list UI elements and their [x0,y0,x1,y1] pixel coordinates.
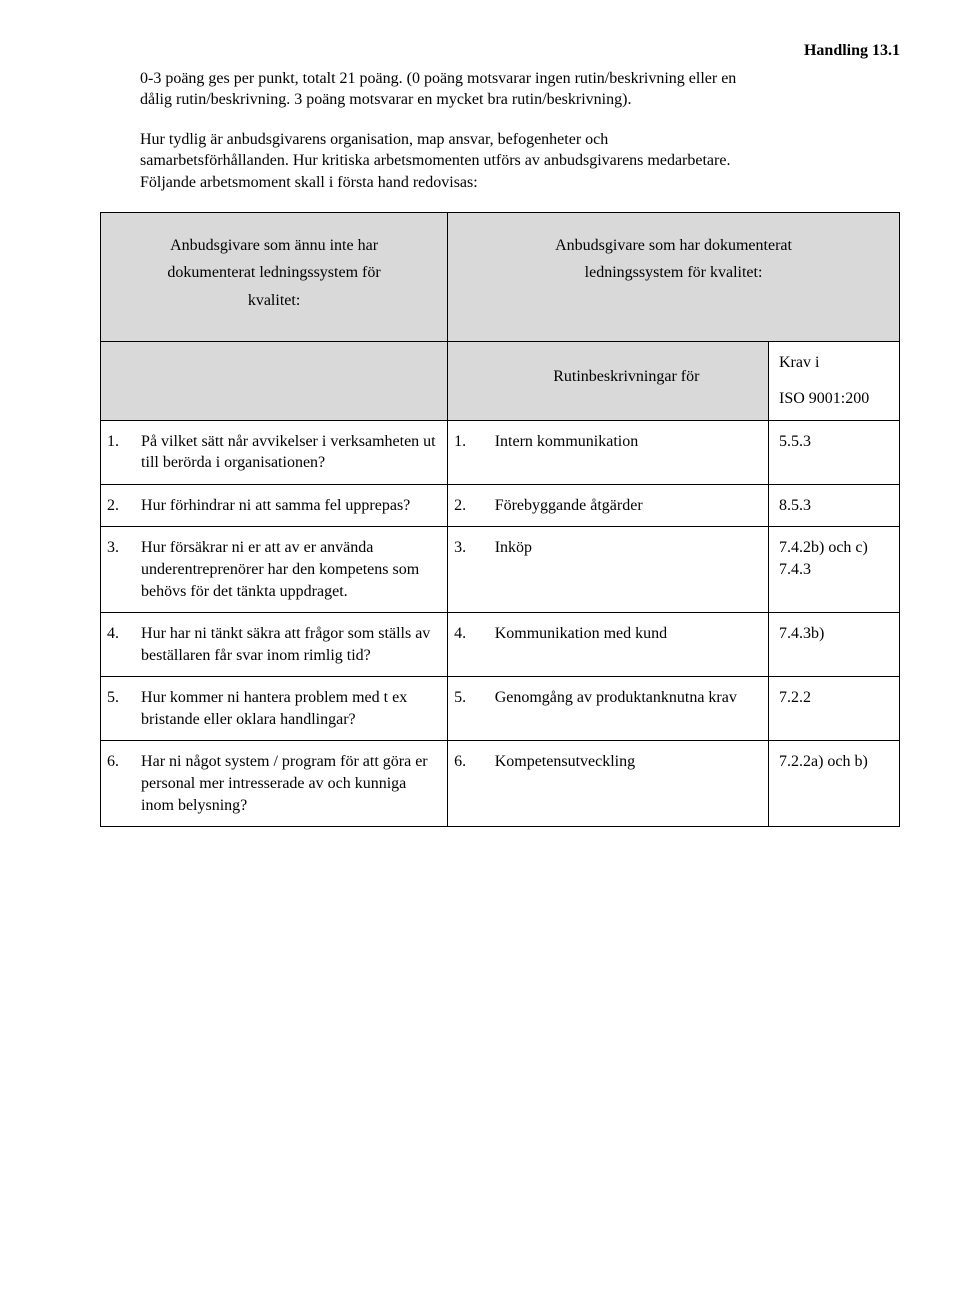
header-right-cell: Anbudsgivare som har dokumenterat lednin… [448,212,900,342]
row-rutin: Inköp [485,527,769,613]
row-num: 1. [101,420,132,484]
subhead-empty-3 [448,342,485,420]
header-left-cell: Anbudsgivare som ännu inte har dokumente… [101,212,448,342]
row-rutin: Kompetensutveckling [485,741,769,827]
row-num: 3. [101,527,132,613]
row-rutin: Förebyggande åtgärder [485,484,769,527]
subhead-iso-label: ISO 9001:200 [779,390,869,407]
row-iso: 5.5.3 [768,420,899,484]
row-num2: 2. [448,484,485,527]
row-iso: 7.2.2 [768,677,899,741]
head-left-l1: Anbudsgivare som ännu inte har [111,235,437,257]
requirements-table: Anbudsgivare som ännu inte har dokumente… [100,212,900,828]
row-rutin: Intern kommunikation [485,420,769,484]
row-num2: 5. [448,677,485,741]
row-num: 5. [101,677,132,741]
table-row: 2. Hur förhindrar ni att samma fel uppre… [101,484,900,527]
row-question: Hur försäkrar ni er att av er använda un… [131,527,448,613]
row-num2: 4. [448,613,485,677]
subhead-empty-2 [131,342,448,420]
row-num2: 6. [448,741,485,827]
subhead-iso: Krav i ISO 9001:200 [768,342,899,420]
row-question: Hur har ni tänkt säkra att frågor som st… [131,613,448,677]
row-rutin: Genomgång av produktanknutna krav [485,677,769,741]
table-row: 1. På vilket sätt når avvikelser i verks… [101,420,900,484]
table-row: 6. Har ni något system / program för att… [101,741,900,827]
subhead-empty-1 [101,342,132,420]
row-question: Har ni något system / program för att gö… [131,741,448,827]
head-right-l1: Anbudsgivare som har dokumenterat [458,235,889,257]
row-rutin: Kommunikation med kund [485,613,769,677]
intro-paragraph-2: Hur tydlig är anbudsgivarens organisatio… [140,129,740,194]
row-num: 2. [101,484,132,527]
doc-reference: Handling 13.1 [100,40,900,62]
table-header-row: Anbudsgivare som ännu inte har dokumente… [101,212,900,342]
row-iso: 8.5.3 [768,484,899,527]
head-left-l2: dokumenterat ledningssystem för [111,262,437,284]
row-question: Hur förhindrar ni att samma fel upprepas… [131,484,448,527]
head-left-l3: kvalitet: [111,290,437,312]
head-right-l2: ledningssystem för kvalitet: [458,262,889,284]
row-num2: 1. [448,420,485,484]
table-row: 4. Hur har ni tänkt säkra att frågor som… [101,613,900,677]
row-iso: 7.2.2a) och b) [768,741,899,827]
intro-paragraph-1: 0-3 poäng ges per punkt, totalt 21 poäng… [140,68,740,111]
row-num: 4. [101,613,132,677]
row-question: På vilket sätt når avvikelser i verksamh… [131,420,448,484]
row-num2: 3. [448,527,485,613]
table-row: 3. Hur försäkrar ni er att av er använda… [101,527,900,613]
row-iso: 7.4.2b) och c) 7.4.3 [768,527,899,613]
row-question: Hur kommer ni hantera problem med t ex b… [131,677,448,741]
table-subheader-row: Rutinbeskrivningar för Krav i ISO 9001:2… [101,342,900,420]
row-num: 6. [101,741,132,827]
table-row: 5. Hur kommer ni hantera problem med t e… [101,677,900,741]
row-iso: 7.4.3b) [768,613,899,677]
subhead-rutin: Rutinbeskrivningar för [485,342,769,420]
subhead-krav-label: Krav i [779,352,889,374]
